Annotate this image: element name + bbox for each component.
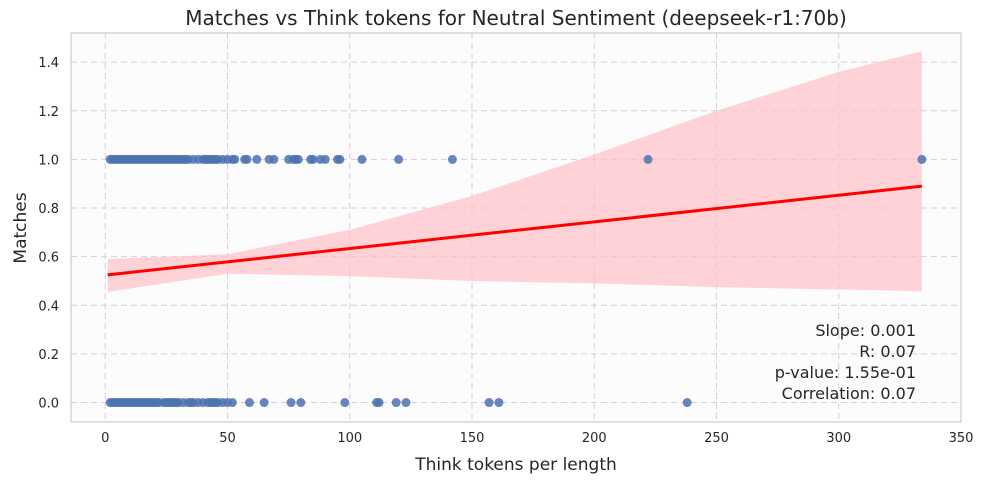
y-tick-label: 0.4 <box>38 299 59 314</box>
regression-line <box>107 184 923 277</box>
stats-p-value: p-value: 1.55e-01 <box>775 363 916 382</box>
chart-title: Matches vs Think tokens for Neutral Sent… <box>185 6 847 30</box>
data-point <box>242 154 252 164</box>
x-tick-label: 150 <box>460 431 485 446</box>
y-tick-label: 0.0 <box>38 397 59 412</box>
data-point <box>296 398 306 408</box>
y-tick-label: 1.4 <box>38 56 59 71</box>
confidence-band-layer <box>107 51 922 292</box>
data-point <box>340 398 350 408</box>
data-point <box>484 398 494 408</box>
data-point <box>335 154 345 164</box>
data-point <box>494 398 504 408</box>
data-point <box>259 398 269 408</box>
data-point <box>391 398 401 408</box>
x-tick-label: 0 <box>101 431 109 446</box>
data-point <box>230 154 240 164</box>
y-tick-label: 1.0 <box>38 153 59 168</box>
x-axis-label: Think tokens per length <box>414 455 617 475</box>
data-point <box>244 398 254 408</box>
y-axis-label: Matches <box>11 192 31 263</box>
x-tick-label: 350 <box>949 431 974 446</box>
data-point <box>394 154 404 164</box>
regression-line-layer <box>107 184 923 277</box>
y-tick-label: 0.6 <box>38 251 59 266</box>
y-tick-label: 0.8 <box>38 202 59 217</box>
data-point <box>374 398 384 408</box>
y-tick-label: 0.2 <box>38 348 59 363</box>
stats-annotation: Slope: 0.001 R: 0.07 p-value: 1.55e-01 C… <box>775 321 916 403</box>
tick-labels: 0 50 100 150 200 250 300 350 0.0 0.2 0.4 0.6 0.8 1.0 1… <box>38 56 973 446</box>
data-point <box>357 154 367 164</box>
points-layer <box>105 154 927 408</box>
stats-r: R: 0.07 <box>859 342 916 361</box>
x-tick-label: 50 <box>219 431 236 446</box>
data-point <box>293 154 303 164</box>
data-point <box>917 154 927 164</box>
confidence-band <box>107 51 922 292</box>
y-tick-label: 1.2 <box>38 105 59 120</box>
data-point <box>682 398 692 408</box>
stats-slope: Slope: 0.001 <box>815 321 916 340</box>
data-point <box>227 398 237 408</box>
data-point <box>401 398 411 408</box>
x-tick-label: 200 <box>582 431 607 446</box>
x-tick-label: 300 <box>826 431 851 446</box>
data-point <box>643 154 653 164</box>
x-tick-label: 100 <box>337 431 362 446</box>
data-point <box>286 398 296 408</box>
data-point <box>269 154 279 164</box>
data-point <box>320 154 330 164</box>
data-point <box>252 154 262 164</box>
data-point <box>447 154 457 164</box>
stats-correlation: Correlation: 0.07 <box>782 384 916 403</box>
data-point <box>308 154 318 164</box>
x-tick-label: 250 <box>704 431 729 446</box>
